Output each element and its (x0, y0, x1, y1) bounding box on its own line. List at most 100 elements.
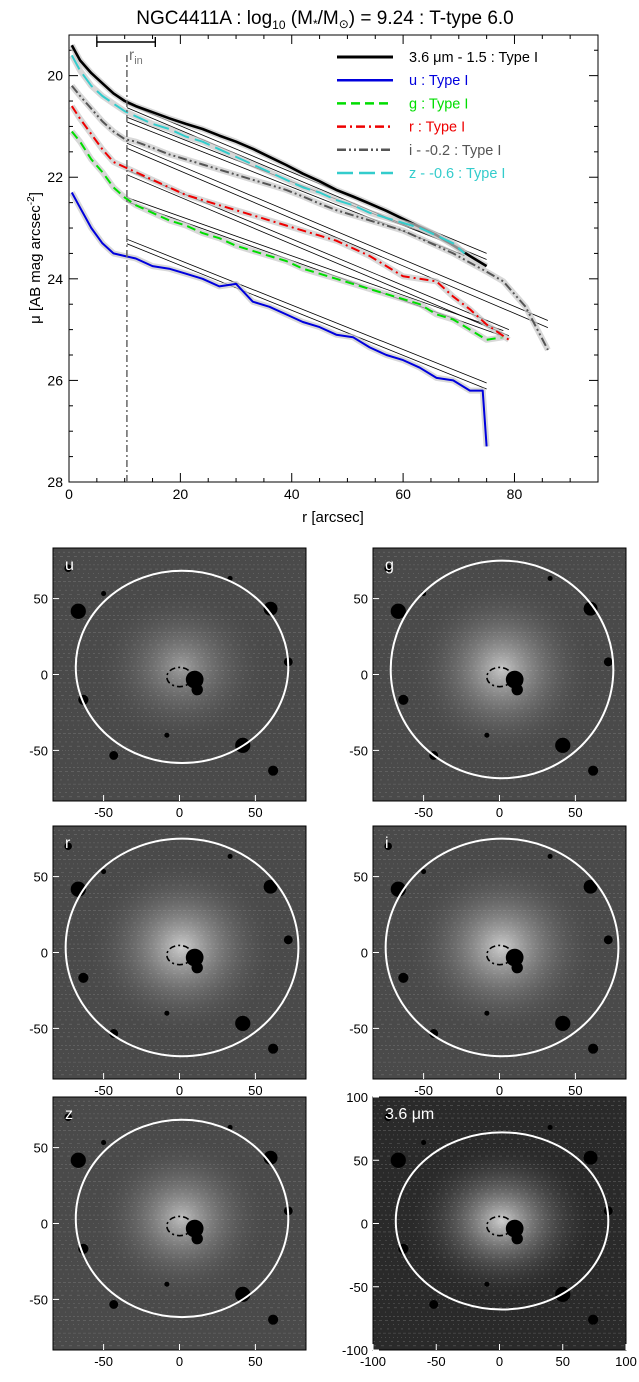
r-in-label: rin (129, 47, 143, 67)
series-line-2 (71, 130, 504, 341)
panel-y-tick-label: 0 (361, 1217, 368, 1232)
x-tick-label: 20 (173, 486, 189, 502)
star-mask (384, 842, 392, 851)
panel-x-tick-label: 0 (176, 1354, 183, 1369)
panel-x-tick-label: 50 (556, 1354, 570, 1369)
panel-y-tick-label: 50 (34, 1141, 48, 1156)
panel-x-tick-label: 50 (248, 1083, 262, 1098)
panel-x-tick-label: 0 (496, 805, 503, 820)
star-mask (164, 1010, 170, 1016)
panel-x-tick-label: 50 (568, 805, 582, 820)
series-band (69, 83, 551, 352)
panel-y-tick-label: 0 (41, 946, 48, 961)
panel-content (373, 548, 626, 801)
fit-line (126, 197, 504, 332)
profile-axis-ticks: 0 20 40 60 80 20 22 24 26 28 (47, 35, 599, 502)
legend-label: u : Type I (409, 73, 468, 89)
panel-x-tick-label: 0 (176, 1083, 183, 1098)
star-mask (164, 1281, 170, 1287)
panel-x-tick-label: -100 (360, 1354, 386, 1369)
panel-y-tick-label: -50 (349, 1021, 368, 1036)
star-mask (555, 1015, 571, 1031)
star-mask (603, 657, 613, 667)
y-tick-label: 24 (47, 271, 63, 287)
aperture-ellipse (64, 837, 300, 1058)
star-mask (429, 1029, 439, 1038)
star-mask (64, 842, 72, 851)
r-in-ellipse (486, 944, 513, 966)
panel-y-tick-label: 0 (41, 668, 48, 683)
panel-y-tick-label: -50 (29, 1021, 48, 1036)
star-mask (588, 1314, 599, 1325)
star-mask (263, 879, 278, 894)
panel-x-tick-label: 50 (568, 1083, 582, 1098)
image-panel-1: g -50 0 50 50 0 -50 (349, 547, 627, 820)
r-in-ellipse (486, 666, 513, 688)
series-line-4 (71, 85, 549, 351)
x-tick-label: 60 (395, 486, 411, 502)
star-mask (583, 1150, 598, 1165)
panel-y-tick-label: 0 (361, 668, 368, 683)
panel-x-tick-label: -50 (94, 805, 113, 820)
y-tick-label: 26 (47, 372, 63, 388)
galaxy-glow (91, 1134, 273, 1303)
image-panel-2: r -50 0 50 50 0 -50 (29, 825, 307, 1098)
legend-label: 3.6 μm - 1.5 : Type I (409, 50, 538, 66)
star-mask (547, 1124, 553, 1130)
panel-y-tick-label: 50 (354, 870, 368, 885)
panel-x-tick-label: 100 (615, 1354, 637, 1369)
r-in-marker: rin (96, 37, 157, 482)
aperture-ellipse (394, 1131, 610, 1311)
legend-label: g : Type I (409, 96, 468, 112)
galaxy-glow (411, 1145, 593, 1297)
panel-x-tick-label: 0 (496, 1083, 503, 1098)
y-tick-label: 28 (47, 474, 63, 490)
panel-y-tick-label: 0 (41, 1217, 48, 1232)
panel-y-tick-label: -50 (29, 1292, 48, 1307)
panel-x-tick-label: 50 (248, 805, 262, 820)
star-mask (235, 1286, 251, 1302)
star-mask (268, 765, 279, 776)
panel-y-tick-label: 50 (354, 1153, 368, 1168)
panel-content (373, 1097, 626, 1350)
star-mask (583, 601, 598, 616)
central-star-mask (185, 670, 204, 689)
star-mask (64, 564, 72, 573)
series-line-1 (70, 192, 488, 447)
star-mask (588, 1043, 599, 1054)
galaxy-glow (83, 854, 281, 1040)
panel-y-tick-label: 0 (361, 946, 368, 961)
series-line-5 (70, 54, 466, 255)
star-mask (109, 1029, 119, 1038)
star-mask (268, 1314, 279, 1325)
star-mask (263, 1150, 278, 1165)
r-in-ellipse (166, 944, 193, 966)
central-star-mask (505, 670, 524, 689)
panel-y-tick-label: 50 (34, 592, 48, 607)
panel-y-tick-label: 100 (346, 1090, 368, 1105)
star-mask (109, 1300, 119, 1309)
y-tick-label: 20 (47, 68, 63, 84)
star-mask (484, 732, 490, 738)
panel-content (53, 1097, 306, 1350)
panel-x-tick-label: 0 (496, 1354, 503, 1369)
star-mask (283, 935, 293, 945)
panel-x-tick-label: -50 (427, 1354, 446, 1369)
star-mask (588, 765, 599, 776)
image-panel-4: z -50 0 50 50 0 -50 (29, 1096, 307, 1369)
panel-x-tick-label: 50 (248, 1354, 262, 1369)
star-mask (268, 1043, 279, 1054)
star-mask (421, 869, 427, 875)
panel-y-tick-label: -50 (349, 1280, 368, 1295)
panel-label: r (65, 835, 71, 852)
star-mask (64, 1113, 72, 1122)
star-mask (235, 1015, 251, 1031)
star-mask (484, 1010, 490, 1016)
star-mask (109, 751, 119, 760)
star-mask (398, 972, 409, 983)
legend-label: z - -0.6 : Type I (409, 166, 505, 182)
star-mask (547, 575, 553, 581)
star-mask (101, 1140, 107, 1146)
